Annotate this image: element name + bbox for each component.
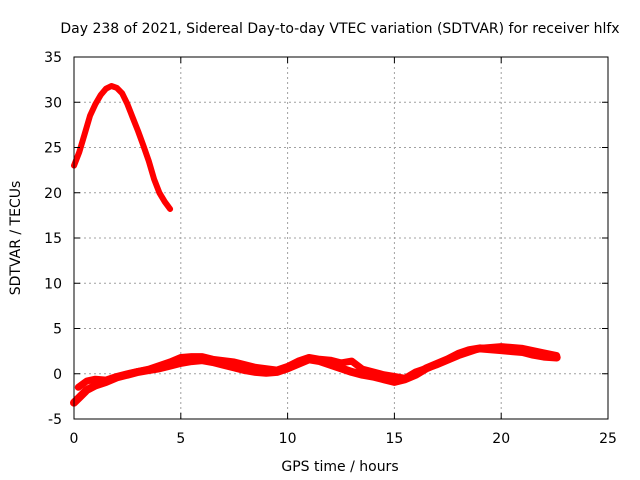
x-axis-label: GPS time / hours	[281, 459, 398, 475]
y-tick-label: 0	[53, 367, 62, 383]
x-tick-label: 10	[279, 431, 297, 447]
x-tick-labels: 0 5 10 15 20 25	[70, 431, 617, 447]
series-line-1	[71, 83, 174, 212]
grid-lines	[74, 57, 608, 419]
y-tick-label: 30	[44, 95, 62, 111]
y-tick-label: 10	[44, 276, 62, 292]
data-series	[70, 83, 561, 407]
y-tick-labels: -5 0 5 10 15 20 25 30 35	[44, 50, 62, 428]
x-tick-label: 15	[385, 431, 403, 447]
y-tick-label: 35	[44, 50, 62, 66]
axis-ticks	[73, 56, 609, 420]
y-axis-label: SDTVAR / TECUs	[8, 181, 24, 296]
y-tick-label: 20	[44, 186, 62, 202]
x-tick-label: 25	[599, 431, 617, 447]
x-tick-label: 0	[70, 431, 79, 447]
series-line-3	[74, 343, 561, 391]
x-tick-label: 20	[492, 431, 510, 447]
chart-title: Day 238 of 2021, Sidereal Day-to-day VTE…	[60, 21, 619, 37]
y-tick-label: 5	[53, 322, 62, 338]
x-tick-label: 5	[176, 431, 185, 447]
y-tick-label: -5	[48, 412, 62, 428]
y-tick-label: 25	[44, 141, 62, 157]
y-tick-label: 15	[44, 231, 62, 247]
